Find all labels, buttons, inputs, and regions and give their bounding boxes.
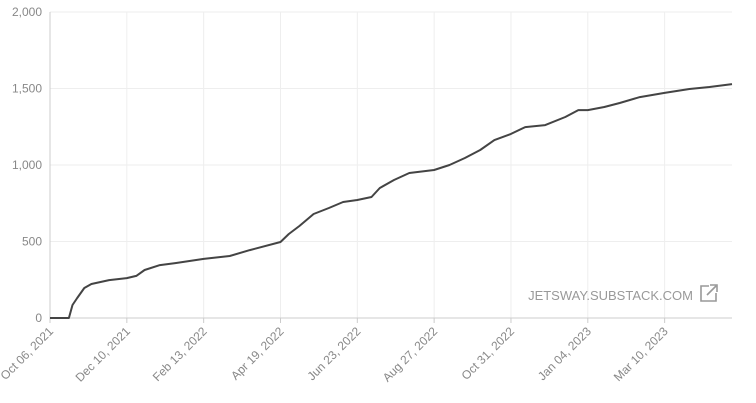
watermark: JETSWAY.SUBSTACK.COM [528,288,693,303]
external-link-icon[interactable] [700,284,718,302]
icon-box [700,285,717,302]
x-tick-label: Aug 27, 2022 [380,324,441,385]
y-tick-label: 2,000 [12,5,42,19]
axes: 0 500 1,000 1,500 2,000 Oct 06, 2021 Dec 10, 2… [0,5,733,385]
x-tick-label: Jun 23, 2022 [304,324,363,383]
x-tick-label: Apr 19, 2022 [228,324,287,383]
x-tick-label: Oct 06, 2021 [0,324,56,383]
y-tick-label: 0 [35,311,42,325]
x-tick-label: Oct 31, 2022 [459,324,518,383]
y-tick-label: 1,500 [12,82,42,96]
x-tick-label: Jan 04, 2023 [535,324,594,383]
watermark-link[interactable]: JETSWAY.SUBSTACK.COM [528,288,693,303]
y-tick-label: 1,000 [12,158,42,172]
icon-arrow [706,284,718,296]
x-tick-label: Mar 10, 2023 [611,324,671,384]
x-tick-label: Dec 10, 2021 [73,324,134,385]
y-tick-label: 500 [22,235,42,249]
data-line [50,83,733,319]
x-tick-label: Feb 13, 2022 [150,324,210,384]
